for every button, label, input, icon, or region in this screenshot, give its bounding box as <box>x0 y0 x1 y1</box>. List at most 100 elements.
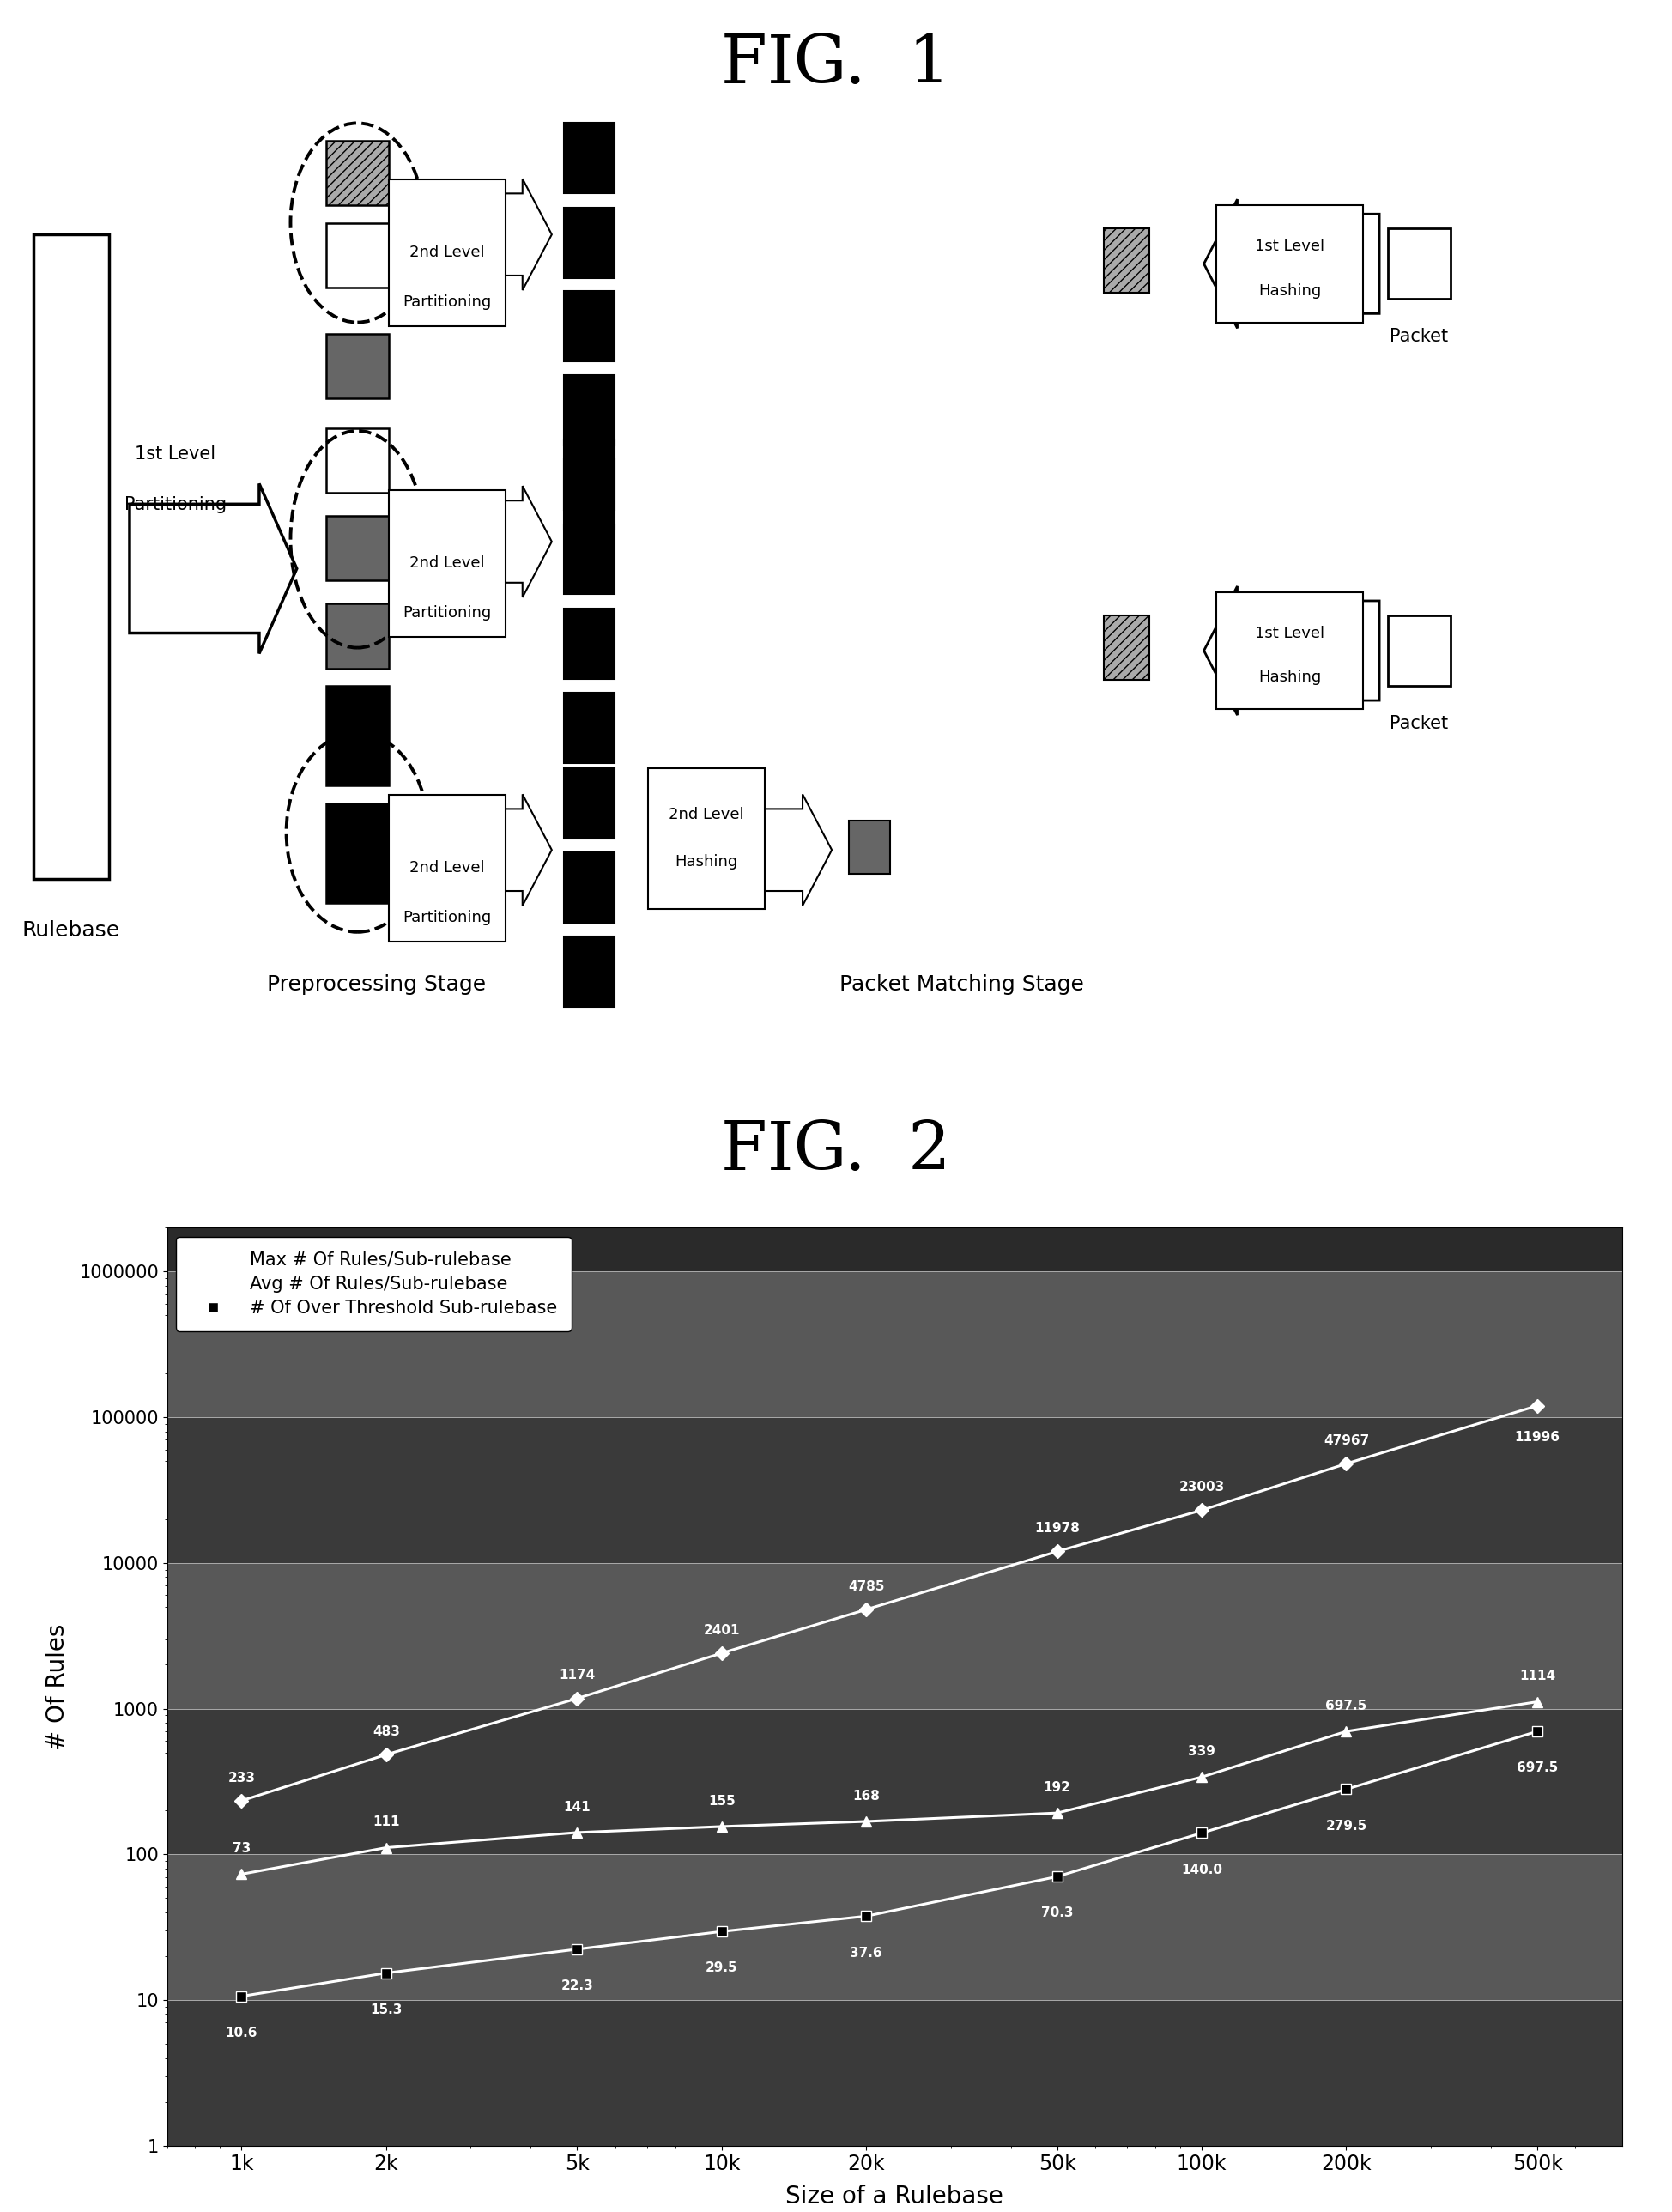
Text: 483: 483 <box>373 1725 400 1739</box>
FancyArrow shape <box>398 794 552 905</box>
Bar <box>326 686 390 785</box>
Text: Preprocessing Stage: Preprocessing Stage <box>268 975 485 995</box>
FancyArrow shape <box>706 794 833 905</box>
Bar <box>326 604 390 668</box>
Text: Partitioning: Partitioning <box>124 495 227 513</box>
Text: 2nd Level: 2nd Level <box>410 243 485 259</box>
Bar <box>565 852 615 922</box>
Max # Of Rules/Sub-rulebase <box>1527 1391 1547 1418</box>
Max # Of Rules/Sub-rulebase <box>1047 1537 1067 1564</box>
Text: 1st Level: 1st Level <box>1256 626 1324 641</box>
Bar <box>565 208 615 279</box>
Bar <box>167 1272 1622 1418</box>
Text: FIG.  1: FIG. 1 <box>721 31 951 97</box>
Bar <box>326 334 390 398</box>
Bar <box>1217 206 1363 323</box>
Text: Packet Matching Stage: Packet Matching Stage <box>839 975 1083 995</box>
Text: 1st Level: 1st Level <box>135 447 216 462</box>
FancyArrow shape <box>398 487 552 597</box>
Bar <box>326 223 390 288</box>
Text: Packet: Packet <box>1389 327 1448 345</box>
Bar <box>565 936 615 1006</box>
Legend: Max # Of Rules/Sub-rulebase, Avg # Of Rules/Sub-rulebase, # Of Over Threshold Su: Max # Of Rules/Sub-rulebase, Avg # Of Ru… <box>176 1237 572 1332</box>
# Of Over Threshold Sub-rulebase <box>1047 1863 1067 1889</box>
FancyArrow shape <box>398 179 552 290</box>
Bar <box>167 1854 1622 2000</box>
Bar <box>326 427 390 493</box>
Text: 23003: 23003 <box>1179 1480 1224 1493</box>
Bar <box>326 803 390 902</box>
Text: Partitioning: Partitioning <box>403 294 492 310</box>
Text: 155: 155 <box>707 1794 736 1807</box>
Text: 1st Level: 1st Level <box>1256 239 1324 254</box>
Max # Of Rules/Sub-rulebase <box>567 1686 587 1712</box>
Avg # Of Rules/Sub-rulebase <box>1047 1801 1067 1827</box>
# Of Over Threshold Sub-rulebase <box>1527 1719 1547 1745</box>
Bar <box>388 179 505 325</box>
Text: FIG.  2: FIG. 2 <box>721 1119 951 1183</box>
Bar <box>1388 615 1451 686</box>
Line: Avg # Of Rules/Sub-rulebase: Avg # Of Rules/Sub-rulebase <box>237 1697 1542 1878</box>
# Of Over Threshold Sub-rulebase <box>231 1982 251 2008</box>
Text: 37.6: 37.6 <box>849 1947 883 1960</box>
Bar <box>565 376 615 445</box>
Text: 10.6: 10.6 <box>226 2026 257 2039</box>
Text: 233: 233 <box>227 1772 256 1785</box>
Text: Hashing: Hashing <box>675 854 737 869</box>
Text: 111: 111 <box>373 1816 400 1829</box>
Max # Of Rules/Sub-rulebase <box>1192 1498 1212 1524</box>
Text: 2nd Level: 2nd Level <box>410 860 485 876</box>
Text: 168: 168 <box>853 1790 879 1803</box>
Text: 11978: 11978 <box>1035 1522 1080 1535</box>
Y-axis label: # Of Rules: # Of Rules <box>45 1624 70 1750</box>
Text: Partitioning: Partitioning <box>403 909 492 925</box>
Max # Of Rules/Sub-rulebase <box>376 1741 396 1767</box>
Bar <box>565 460 615 531</box>
Text: Rulebase: Rulebase <box>22 920 120 940</box>
Bar <box>565 768 615 838</box>
Bar <box>388 491 505 637</box>
Text: Hashing: Hashing <box>1259 283 1321 299</box>
Bar <box>565 608 615 679</box>
Avg # Of Rules/Sub-rulebase <box>567 1818 587 1845</box>
Bar <box>565 524 615 595</box>
Text: 141: 141 <box>563 1801 590 1814</box>
FancyArrow shape <box>1204 586 1379 714</box>
Avg # Of Rules/Sub-rulebase <box>231 1860 251 1887</box>
Text: 1114: 1114 <box>1520 1670 1555 1683</box>
# Of Over Threshold Sub-rulebase <box>376 1960 396 1986</box>
Bar <box>1217 593 1363 710</box>
Bar <box>326 142 390 206</box>
Bar <box>1104 228 1150 294</box>
Max # Of Rules/Sub-rulebase <box>231 1787 251 1814</box>
Avg # Of Rules/Sub-rulebase <box>376 1834 396 1860</box>
Text: 697.5: 697.5 <box>1517 1761 1558 1774</box>
Bar <box>388 794 505 942</box>
X-axis label: Size of a Rulebase: Size of a Rulebase <box>786 2183 1003 2208</box>
Text: 29.5: 29.5 <box>706 1962 737 1975</box>
Text: 140.0: 140.0 <box>1180 1863 1222 1876</box>
Bar <box>849 821 891 874</box>
Bar <box>326 515 390 580</box>
Bar <box>565 692 615 763</box>
Line: Max # Of Rules/Sub-rulebase: Max # Of Rules/Sub-rulebase <box>237 1400 1542 1805</box>
Bar <box>33 234 109 880</box>
Text: 339: 339 <box>1189 1745 1216 1759</box>
Text: 279.5: 279.5 <box>1326 1820 1368 1832</box>
Text: 70.3: 70.3 <box>1042 1907 1073 1920</box>
Bar <box>167 1564 1622 1708</box>
Text: Hashing: Hashing <box>1259 670 1321 686</box>
Text: Partitioning: Partitioning <box>403 606 492 622</box>
Bar <box>649 768 766 909</box>
Max # Of Rules/Sub-rulebase <box>856 1597 876 1624</box>
Avg # Of Rules/Sub-rulebase <box>1192 1763 1212 1790</box>
Text: 4785: 4785 <box>848 1579 884 1593</box>
Bar <box>167 2000 1622 2146</box>
Line: # Of Over Threshold Sub-rulebase: # Of Over Threshold Sub-rulebase <box>237 1728 1542 2002</box>
FancyArrow shape <box>1204 199 1379 327</box>
Text: 1174: 1174 <box>558 1668 595 1681</box>
Bar <box>1388 228 1451 299</box>
Bar <box>565 440 615 511</box>
Text: 192: 192 <box>1043 1781 1070 1794</box>
Bar <box>565 290 615 361</box>
